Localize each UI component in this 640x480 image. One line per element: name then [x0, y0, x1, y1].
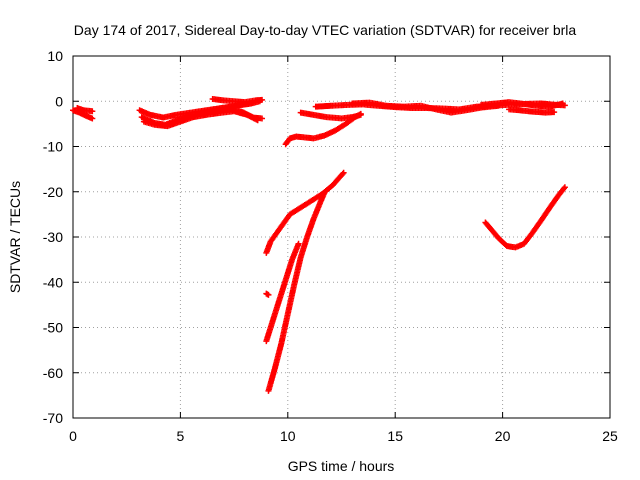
data-point [254, 117, 261, 124]
chart-title: Day 174 of 2017, Sidereal Day-to-day VTE… [74, 22, 577, 38]
series-17 [482, 184, 568, 251]
y-tick-label: 10 [47, 48, 63, 64]
data-point [321, 190, 328, 197]
grid [73, 56, 610, 418]
series-13 [263, 169, 347, 256]
y-tick-label: 0 [55, 93, 63, 109]
data-point [295, 240, 302, 247]
series-5 [140, 108, 261, 130]
axis-ticks: 0 5 10 15 20 25 10 0 -10 -20 -30 -40 -50 -60 -70 [43, 48, 618, 444]
data-point [259, 96, 266, 103]
series-16 [263, 290, 272, 298]
data-point [559, 100, 566, 107]
data-point [340, 169, 347, 176]
series-7 [282, 110, 364, 148]
series-6 [209, 95, 266, 106]
data-point [259, 115, 266, 122]
y-tick-label: -10 [43, 139, 63, 155]
y-tick-label: -30 [43, 229, 63, 245]
data-point [265, 291, 272, 298]
data-point [560, 185, 567, 192]
data-point [339, 170, 346, 177]
data-point [89, 108, 96, 115]
data-point [89, 115, 96, 122]
x-tick-label: 5 [177, 428, 185, 444]
series-12 [506, 106, 558, 116]
x-tick-label: 15 [387, 428, 403, 444]
y-tick-label: -50 [43, 320, 63, 336]
y-tick-label: -70 [43, 410, 63, 426]
y-tick-label: -40 [43, 274, 63, 290]
data-point [551, 109, 558, 116]
y-tick-label: -60 [43, 365, 63, 381]
x-axis-label: GPS time / hours [288, 458, 395, 474]
x-tick-label: 0 [69, 428, 77, 444]
series-15 [265, 190, 328, 394]
data-point [357, 111, 364, 118]
series-14 [263, 240, 302, 345]
series-2 [74, 105, 96, 115]
data-point [561, 184, 568, 191]
y-tick-label: -20 [43, 184, 63, 200]
data-marks [70, 95, 568, 394]
y-axis-label: SDTVAR / TECUs [7, 181, 23, 293]
series-8 [297, 109, 364, 122]
x-tick-label: 20 [495, 428, 511, 444]
series-11 [478, 99, 566, 110]
x-tick-label: 25 [602, 428, 618, 444]
x-tick-label: 10 [280, 428, 296, 444]
series-10 [349, 99, 502, 116]
